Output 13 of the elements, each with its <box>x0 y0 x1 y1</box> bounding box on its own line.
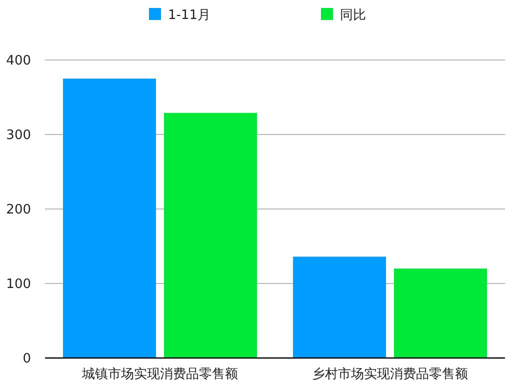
x-tick-label: 城镇市场实现消费品零售额 <box>81 367 238 382</box>
legend-label: 同比 <box>340 8 366 23</box>
y-tick-label: 200 <box>6 202 31 218</box>
y-tick-label: 400 <box>6 54 31 68</box>
bar <box>394 268 487 358</box>
legend-label: 1-11月 <box>168 8 211 23</box>
y-tick-label: 300 <box>6 128 31 143</box>
x-tick-label: 乡村市场实现消费品零售额 <box>312 367 468 382</box>
bar <box>63 78 156 358</box>
y-tick-label: 100 <box>6 277 31 292</box>
y-tick-label: 0 <box>22 352 31 366</box>
bar <box>293 256 386 358</box>
bar <box>164 112 257 358</box>
